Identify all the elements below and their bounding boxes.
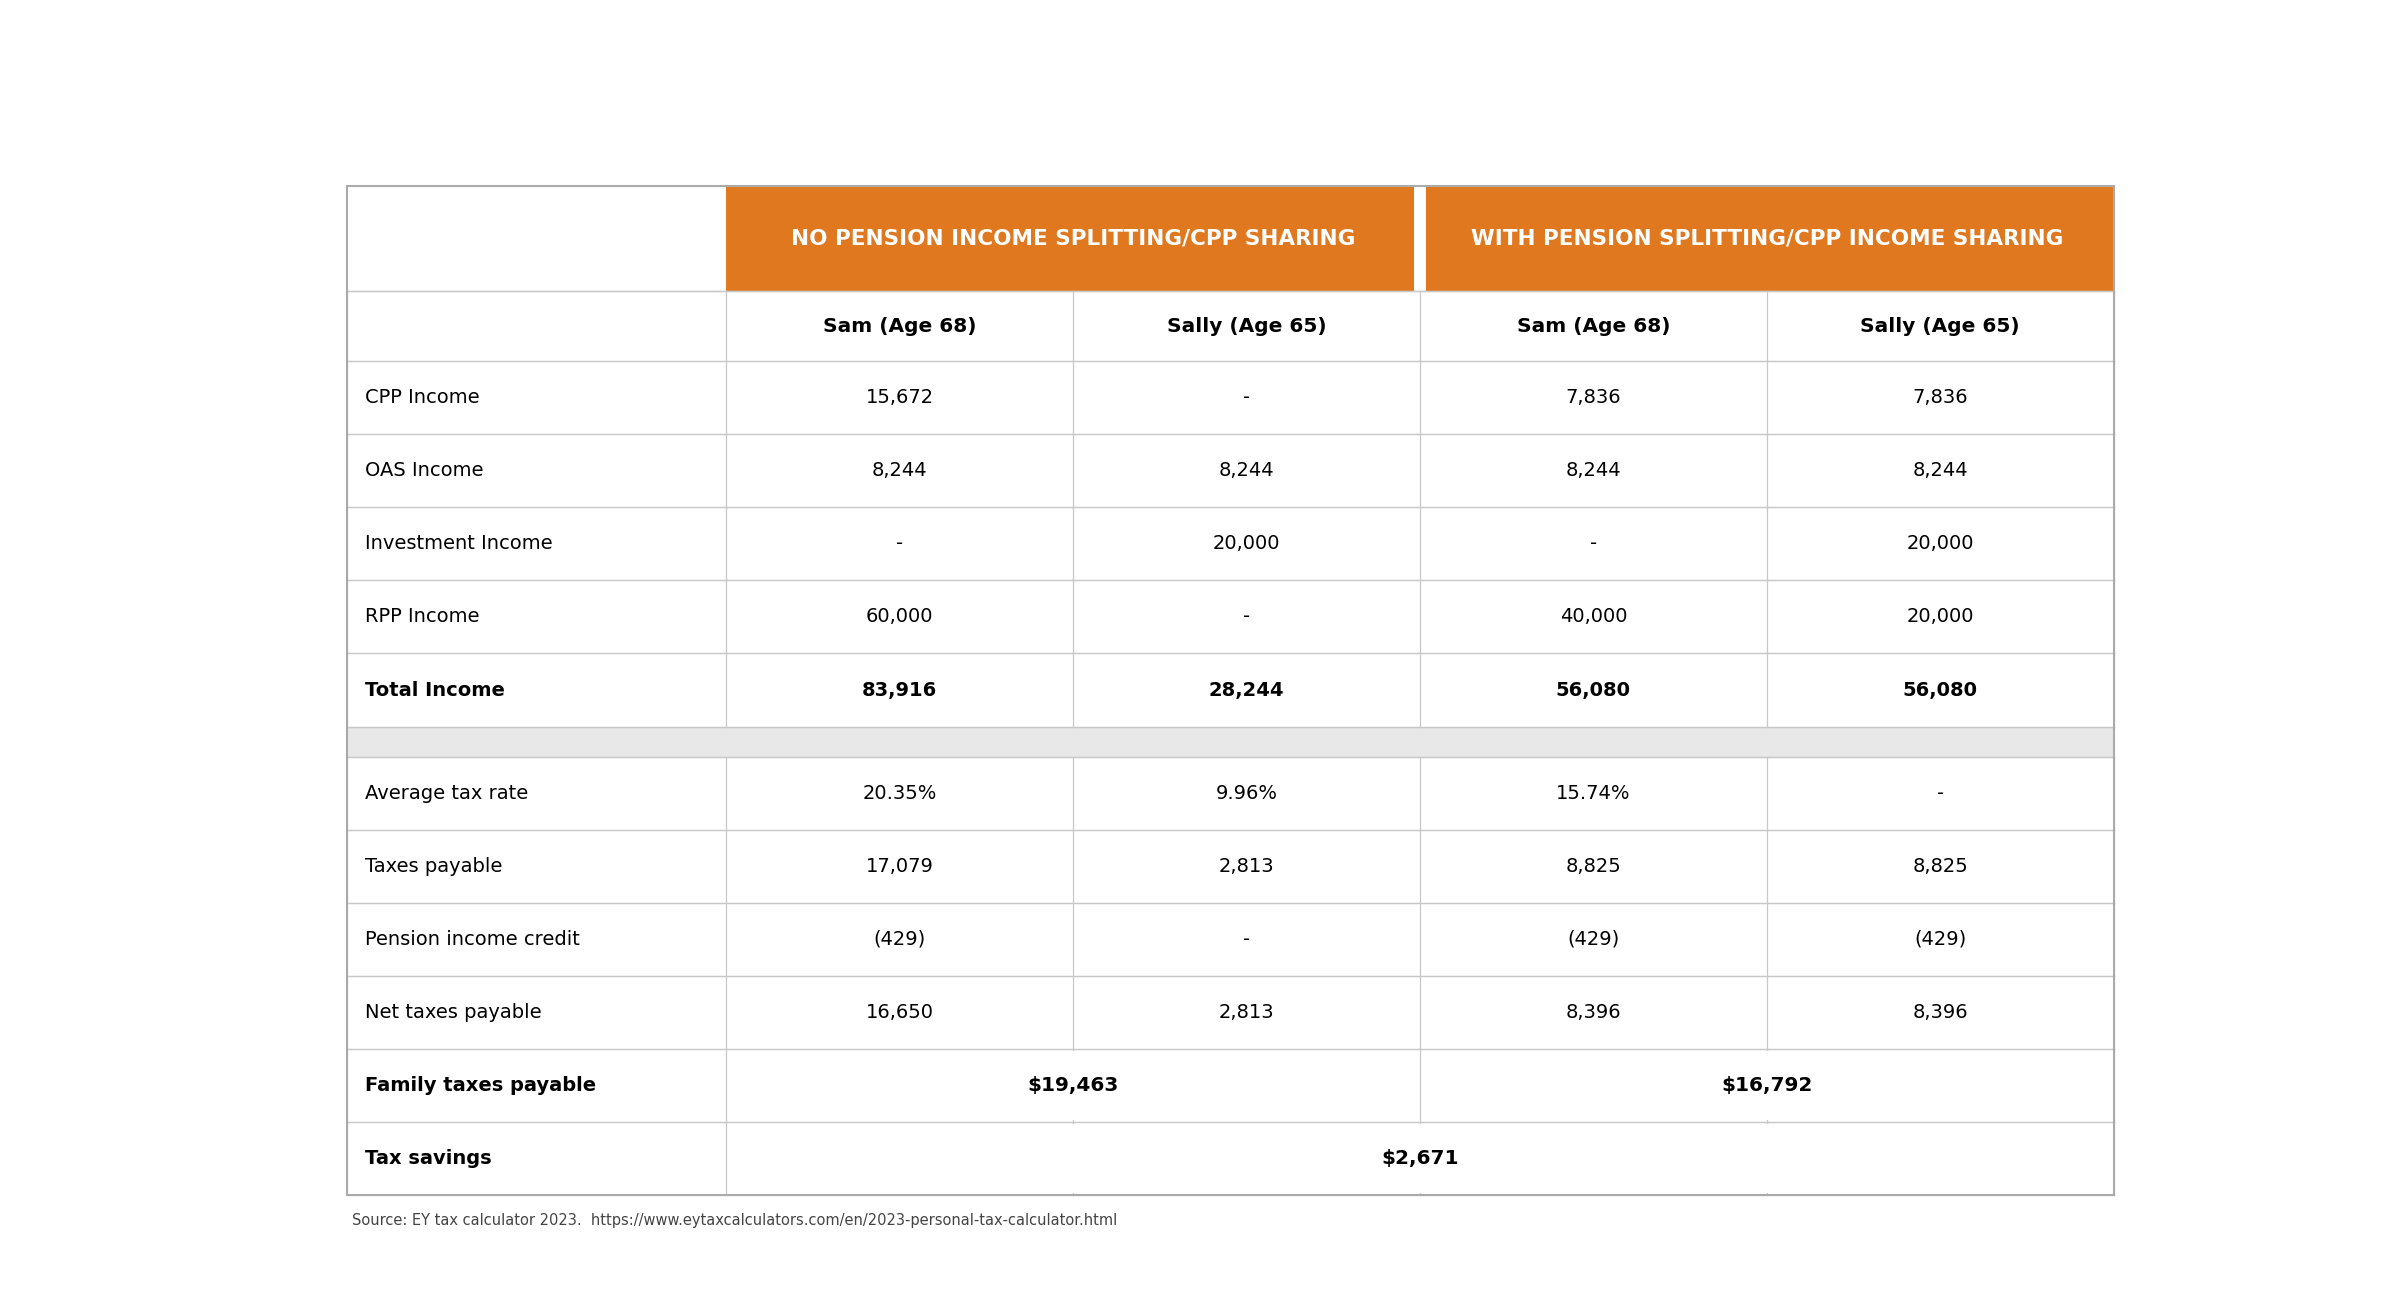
Text: -: - xyxy=(1243,607,1250,627)
Text: 17,079: 17,079 xyxy=(866,857,934,876)
Text: -: - xyxy=(1243,389,1250,407)
Bar xyxy=(346,654,2114,727)
Text: -: - xyxy=(895,534,902,554)
Text: Sally (Age 65): Sally (Age 65) xyxy=(1860,317,2021,335)
Text: 15.74%: 15.74% xyxy=(1555,784,1630,802)
Text: 2,813: 2,813 xyxy=(1219,1002,1274,1022)
Text: Sam (Age 68): Sam (Age 68) xyxy=(823,317,977,335)
Bar xyxy=(346,186,727,291)
Text: (429): (429) xyxy=(1913,930,1966,949)
Text: Average tax rate: Average tax rate xyxy=(365,784,528,802)
Text: $16,792: $16,792 xyxy=(1721,1076,1812,1095)
Bar xyxy=(346,976,2114,1049)
Bar xyxy=(346,1049,2114,1122)
Bar xyxy=(1764,1124,1769,1193)
Text: 8,244: 8,244 xyxy=(1219,462,1274,480)
Text: Pension income credit: Pension income credit xyxy=(365,930,581,949)
Text: OAS Income: OAS Income xyxy=(365,462,485,480)
Text: 28,244: 28,244 xyxy=(1210,680,1284,699)
Text: 56,080: 56,080 xyxy=(1555,680,1632,699)
Bar xyxy=(1418,1124,1421,1193)
Bar xyxy=(346,361,2114,434)
Text: 20,000: 20,000 xyxy=(1906,607,1973,627)
Bar xyxy=(346,727,2114,757)
Bar xyxy=(1764,1050,1769,1121)
Text: 15,672: 15,672 xyxy=(866,389,934,407)
Text: Net taxes payable: Net taxes payable xyxy=(365,1002,542,1022)
Bar xyxy=(1414,186,1426,291)
Text: 40,000: 40,000 xyxy=(1560,607,1627,627)
Bar xyxy=(346,757,2114,829)
Text: 8,396: 8,396 xyxy=(1565,1002,1620,1022)
Text: NO PENSION INCOME SPLITTING/CPP SHARING: NO PENSION INCOME SPLITTING/CPP SHARING xyxy=(792,229,1356,248)
Text: 20,000: 20,000 xyxy=(1906,534,1973,554)
Bar xyxy=(1070,1050,1075,1121)
Text: 56,080: 56,080 xyxy=(1903,680,1978,699)
Text: $19,463: $19,463 xyxy=(1027,1076,1118,1095)
Text: Source: EY tax calculator 2023.  https://www.eytaxcalculators.com/en/2023-person: Source: EY tax calculator 2023. https://… xyxy=(353,1213,1118,1228)
Bar xyxy=(727,186,1421,291)
Text: Sally (Age 65): Sally (Age 65) xyxy=(1166,317,1327,335)
Text: Total Income: Total Income xyxy=(365,680,504,699)
Bar xyxy=(346,434,2114,507)
Text: -: - xyxy=(1243,930,1250,949)
Text: CPP Income: CPP Income xyxy=(365,389,480,407)
Bar xyxy=(346,902,2114,976)
Text: 9.96%: 9.96% xyxy=(1214,784,1277,802)
Text: 7,836: 7,836 xyxy=(1913,389,1968,407)
Bar xyxy=(1070,1124,1075,1193)
Bar xyxy=(1426,186,2114,291)
Text: Investment Income: Investment Income xyxy=(365,534,552,554)
Bar xyxy=(346,291,2114,361)
Text: 20,000: 20,000 xyxy=(1212,534,1279,554)
Text: Sam (Age 68): Sam (Age 68) xyxy=(1517,317,1670,335)
Text: 8,396: 8,396 xyxy=(1913,1002,1968,1022)
Text: 8,244: 8,244 xyxy=(1913,462,1968,480)
Bar xyxy=(346,580,2114,654)
Text: -: - xyxy=(1937,784,1944,802)
Text: 8,825: 8,825 xyxy=(1565,857,1622,876)
Text: 8,244: 8,244 xyxy=(1565,462,1620,480)
Text: 8,825: 8,825 xyxy=(1913,857,1968,876)
Text: (429): (429) xyxy=(1567,930,1620,949)
Bar xyxy=(346,829,2114,902)
Text: 60,000: 60,000 xyxy=(866,607,934,627)
Text: Taxes payable: Taxes payable xyxy=(365,857,502,876)
Text: Tax savings: Tax savings xyxy=(365,1149,492,1167)
Text: 16,650: 16,650 xyxy=(866,1002,934,1022)
Text: 7,836: 7,836 xyxy=(1565,389,1620,407)
Text: 20.35%: 20.35% xyxy=(862,784,936,802)
Text: $2,671: $2,671 xyxy=(1382,1149,1459,1167)
Text: (429): (429) xyxy=(874,930,926,949)
Text: 2,813: 2,813 xyxy=(1219,857,1274,876)
Text: WITH PENSION SPLITTING/CPP INCOME SHARING: WITH PENSION SPLITTING/CPP INCOME SHARIN… xyxy=(1471,229,2064,248)
Text: 83,916: 83,916 xyxy=(862,680,938,699)
Bar xyxy=(346,1122,2114,1195)
Text: -: - xyxy=(1589,534,1596,554)
Text: 8,244: 8,244 xyxy=(871,462,929,480)
Bar xyxy=(346,507,2114,580)
Text: Family taxes payable: Family taxes payable xyxy=(365,1076,595,1095)
Text: RPP Income: RPP Income xyxy=(365,607,480,627)
